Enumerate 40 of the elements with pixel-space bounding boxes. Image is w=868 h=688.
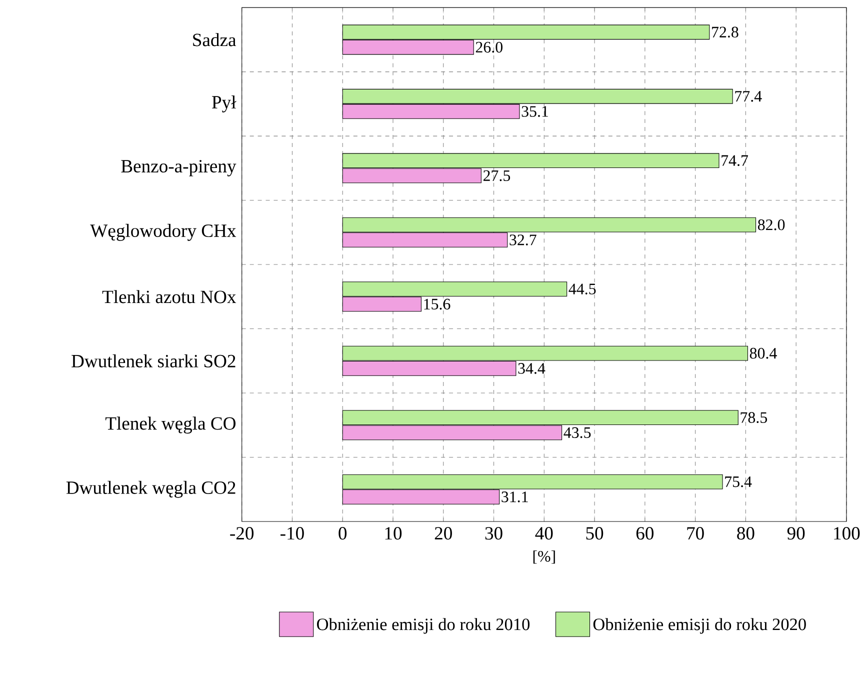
data-label: 32.7 <box>510 234 536 246</box>
data-label: 31.1 <box>502 492 528 502</box>
y-tick-label: Tlenek węgla CO <box>105 416 236 434</box>
data-label: 43.5 <box>564 427 591 438</box>
y-tick-label: Sadza <box>193 33 236 46</box>
data-label: 44.5 <box>568 284 596 295</box>
y-tick-label: Tlenki azotu NOx <box>102 290 236 304</box>
x-tick-label: -10 <box>280 527 304 540</box>
legend-label: Obniżenie emisji do roku 2010 <box>317 618 530 634</box>
x-tick-label: 40 <box>535 527 553 540</box>
x-tick-label: 30 <box>485 527 502 540</box>
legend-label: Obniżenie emisji do roku 2020 <box>593 618 806 634</box>
x-tick-label: 60 <box>636 527 654 540</box>
data-label: 34.4 <box>518 363 546 374</box>
x-tick-label: 0 <box>338 527 347 540</box>
data-label: 35.1 <box>522 106 548 117</box>
x-tick-label: 100 <box>834 527 860 540</box>
x-tick-label: 90 <box>787 527 805 540</box>
y-tick-label: Węglowodory CHx <box>90 224 236 241</box>
data-label: 78.5 <box>740 412 768 424</box>
x-tick-label: 20 <box>434 527 452 540</box>
data-label: 80.4 <box>750 348 777 359</box>
data-label: 15.6 <box>424 298 450 310</box>
x-tick-label: 70 <box>687 527 704 540</box>
y-tick-label: Dwutlenek węgla CO2 <box>66 481 236 498</box>
data-label: 26.0 <box>476 42 502 53</box>
data-label: 77.4 <box>735 91 762 102</box>
y-tick-label: Pył <box>212 96 236 113</box>
x-tick-label: 80 <box>737 527 754 540</box>
y-tick-label: Dwutlenek siarki SO2 <box>72 354 236 368</box>
y-tick-label: Benzo-a-pireny <box>121 160 236 176</box>
data-label: 72.8 <box>712 26 738 38</box>
x-tick-label: 10 <box>385 527 402 540</box>
data-label: 74.7 <box>722 155 748 166</box>
x-axis-title: [%] <box>533 550 555 564</box>
data-label: 75.4 <box>725 476 752 488</box>
x-tick-label: -20 <box>230 527 254 540</box>
data-label: 27.5 <box>483 170 510 182</box>
data-label: 82.0 <box>758 220 785 230</box>
x-tick-label: 50 <box>586 527 604 540</box>
